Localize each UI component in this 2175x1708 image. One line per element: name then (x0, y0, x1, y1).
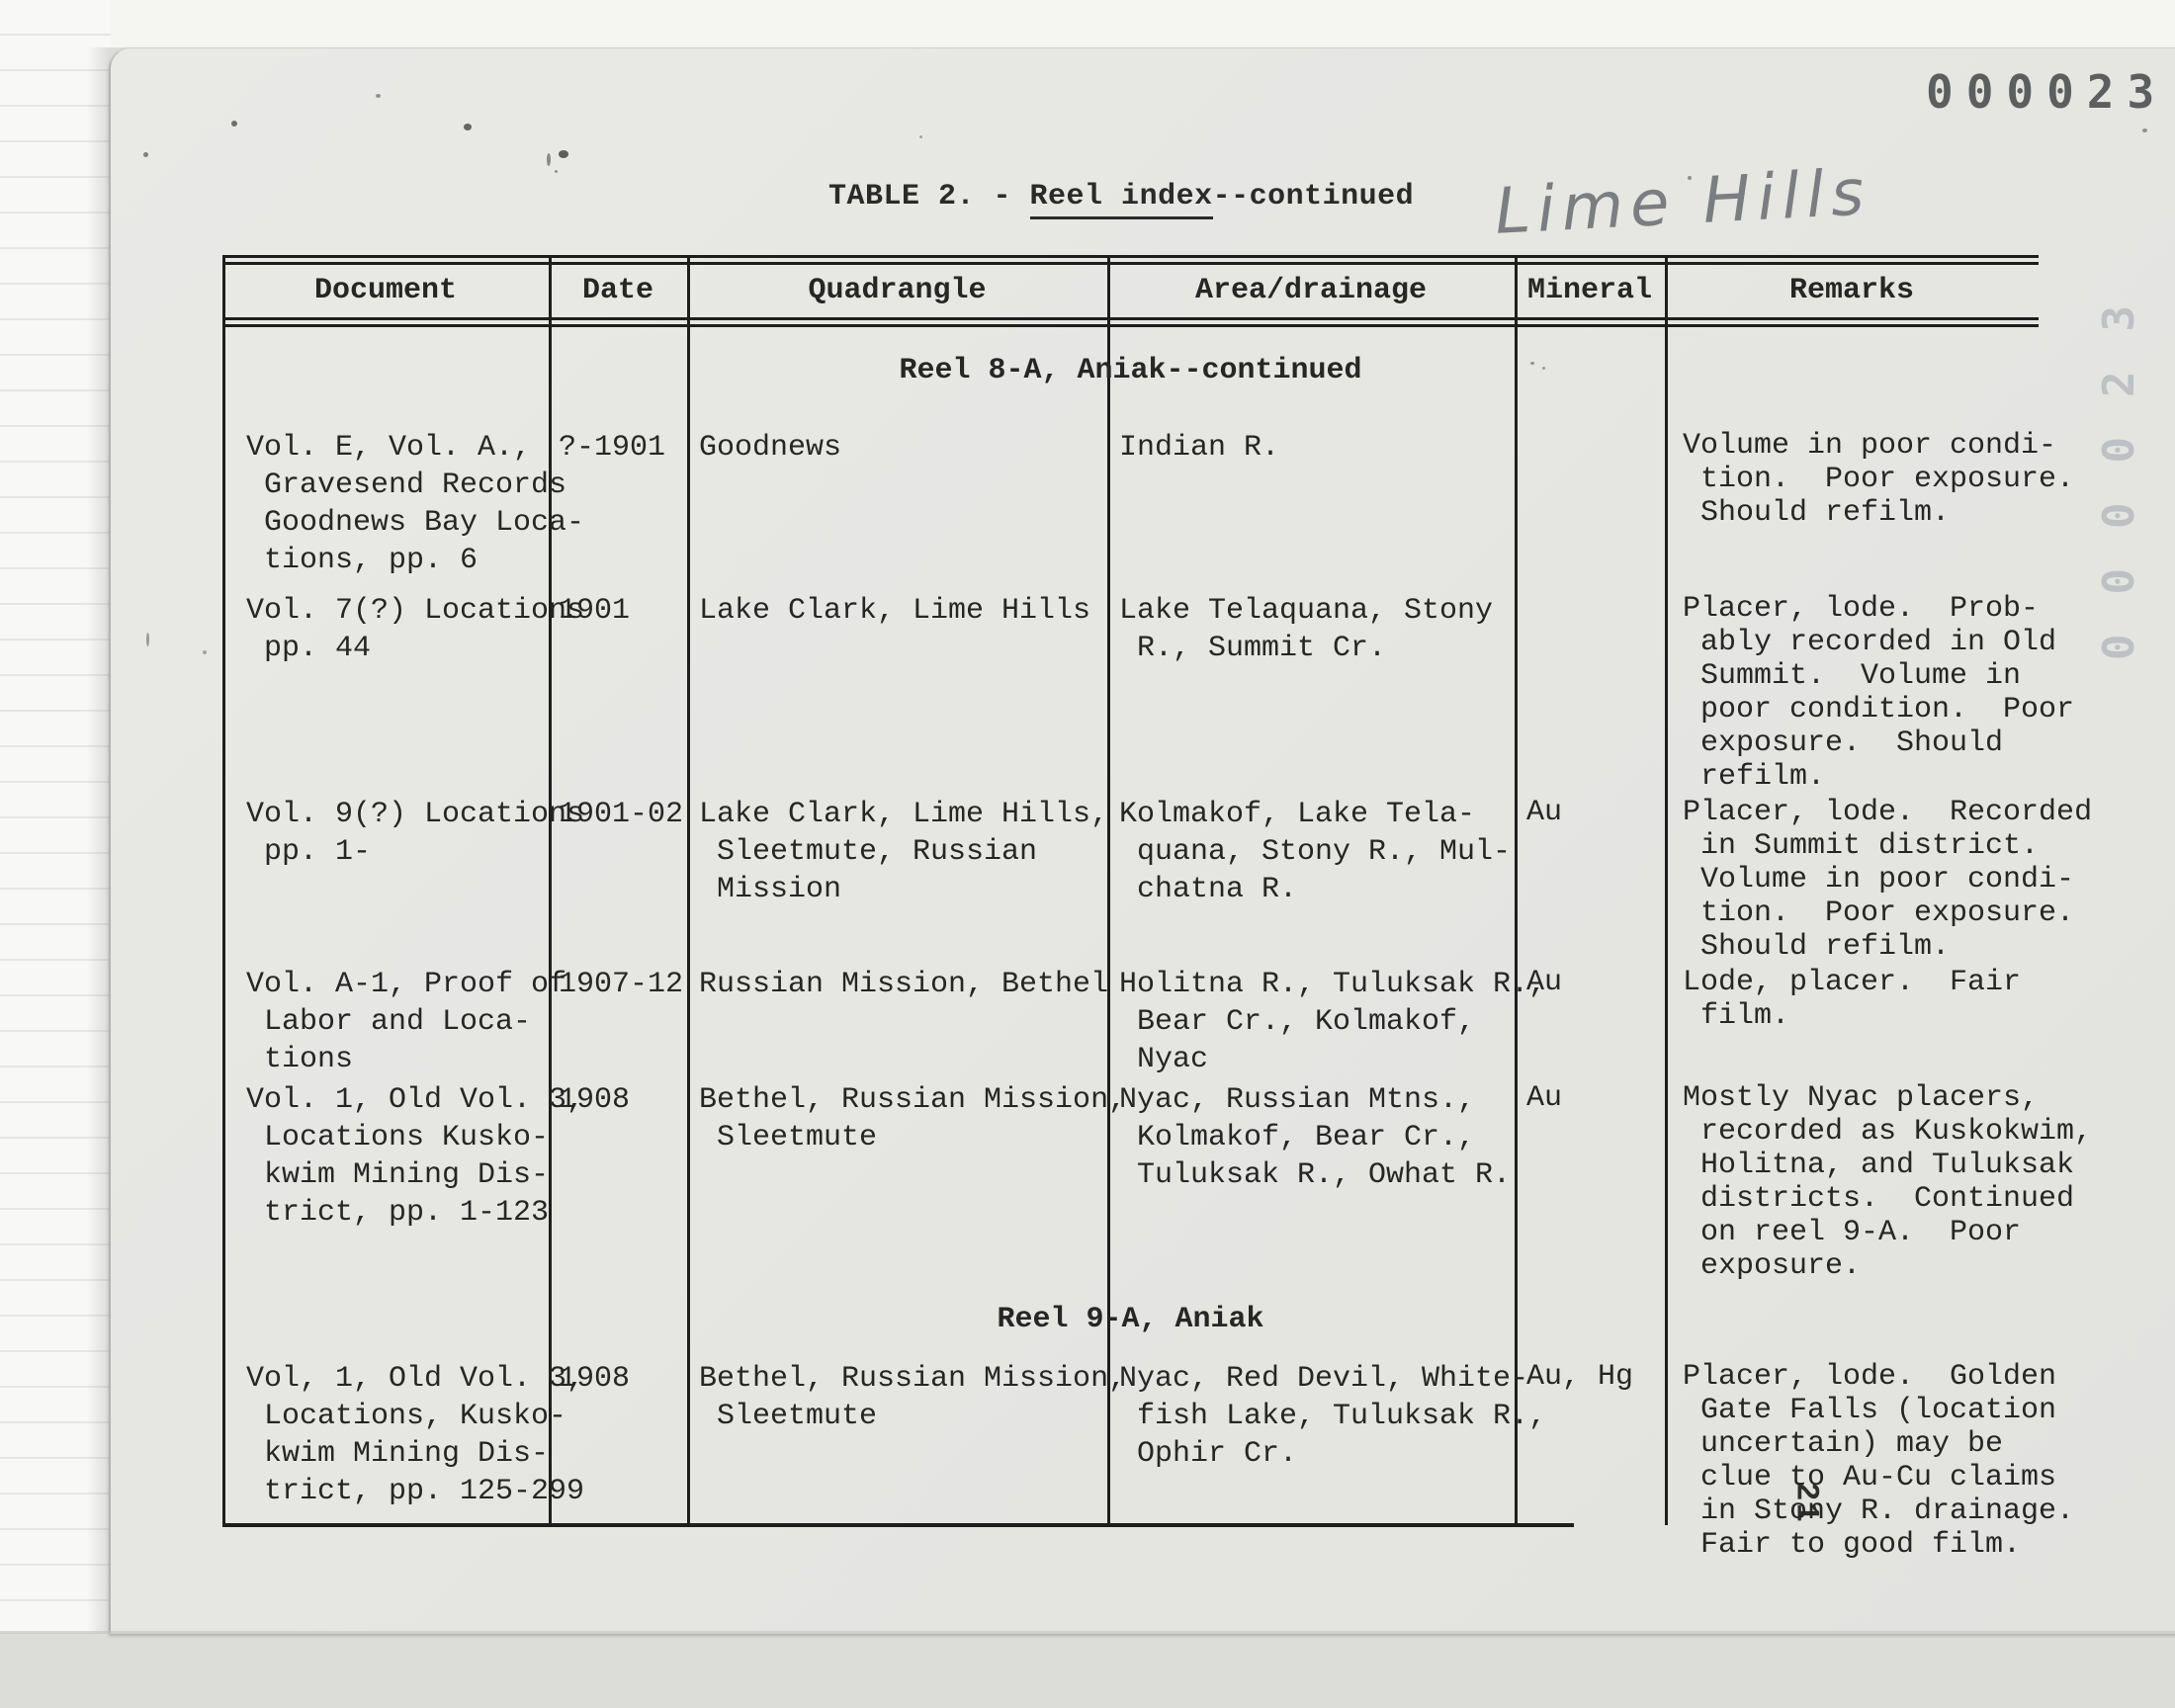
ink-speck (143, 152, 148, 157)
divider-quadrangle-area (1107, 258, 1110, 1525)
cell-date: 1907-12 (559, 968, 684, 1001)
ink-speck (919, 135, 922, 138)
cell-remarks: Placer, lode. Golden Gate Falls (locatio… (1683, 1360, 2075, 1562)
cell-date: 1908 (559, 1083, 631, 1117)
reel-index-table: Reel 8-A, Aniak--continued Vol. E, Vol. A… (222, 328, 2093, 1562)
cell-quadrangle: Lake Clark, Lime Hills (699, 594, 1091, 628)
cell-document: Vol. A-1, Proof of Labor and Loca- tions (246, 968, 567, 1076)
section-header: Reel 9-A, Aniak (997, 1303, 1264, 1336)
ink-speck (1688, 176, 1692, 180)
cell-area: Indian R. (1119, 431, 1280, 465)
cell-quadrangle: Bethel, Russian Mission, Sleetmute (699, 1083, 1127, 1154)
cell-document: Vol. 7(?) Locations pp. 44 (246, 594, 585, 665)
page-bottom-edge (0, 1631, 2175, 1634)
cell-document: Vol. E, Vol. A., Gravesend Records Goodn… (246, 431, 585, 577)
cell-date: 1901 (559, 594, 631, 628)
document-page (109, 47, 2175, 1634)
cell-remarks: Mostly Nyac placers, recorded as Kuskokw… (1683, 1081, 2093, 1283)
cell-mineral (1515, 590, 1665, 794)
table-row: Vol. A-1, Proof of Labor and Loca- tions… (222, 964, 2039, 1079)
table-header-row: Document Date Quadrangle Area/drainage Miner… (222, 265, 2039, 316)
cell-area: Holitna R., Tuluksak R., Bear Cr., Kolma… (1119, 968, 1547, 1076)
section-header: Reel 8-A, Aniak--continued (899, 354, 1362, 387)
ink-speck (231, 121, 237, 127)
ink-speck (547, 153, 551, 166)
page-left-shadow (87, 47, 111, 1633)
cell-remarks: Placer, lode. Prob- ably recorded in Old… (1683, 592, 2075, 794)
cell-document: Vol. 1, Old Vol. 3, Locations Kusko- kwi… (246, 1083, 585, 1230)
ink-speck (2142, 128, 2147, 132)
column-header-remarks: Remarks (1788, 274, 1915, 307)
table-top-rule-2 (222, 262, 2039, 265)
column-header-area-drainage: Area/drainage (1194, 274, 1428, 307)
cell-quadrangle: Bethel, Russian Mission, Sleetmute (699, 1362, 1127, 1433)
table-row: Vol. 1, Old Vol. 3, Locations Kusko- kwi… (222, 1079, 2093, 1283)
table-title-prefix: TABLE 2. - (828, 180, 1030, 214)
cell-mineral: Au, Hg (1526, 1360, 1634, 1394)
cell-mineral: Au (1526, 966, 1563, 999)
ink-speck (559, 150, 568, 158)
cell-remarks: Lode, placer. Fair film. (1683, 966, 2022, 1033)
divider-date-quadrangle (687, 258, 690, 1525)
scanner-bed-left (0, 0, 111, 1633)
table-top-rule-1 (222, 255, 2039, 258)
cell-remarks: Placer, lode. Recorded in Summit distric… (1683, 796, 2093, 964)
table-title-suffix: --continued (1212, 180, 1415, 214)
cell-quadrangle: Lake Clark, Lime Hills, Sleetmute, Russi… (699, 798, 1109, 906)
table-bottom-rule (222, 1523, 1574, 1527)
ink-speck (1530, 362, 1534, 365)
cell-quadrangle: Goodnews (699, 431, 842, 465)
cell-date: 1908 (559, 1362, 631, 1396)
cell-area: Lake Telaquana, Stony R., Summit Cr. (1119, 594, 1494, 665)
ink-speck (203, 650, 207, 654)
cell-remarks: Volume in poor condi- tion. Poor exposur… (1683, 429, 2075, 530)
table-row: Vol. E, Vol. A., Gravesend Records Goodn… (222, 427, 2075, 590)
scanner-bed-top (0, 0, 2175, 47)
table-border-left (222, 258, 225, 1525)
cell-mineral: Au (1526, 796, 1563, 829)
column-header-date: Date (581, 274, 653, 307)
cell-document: Vol, 1, Old Vol. 3, Locations, Kusko- kw… (246, 1362, 585, 1508)
divider-document-date (549, 258, 552, 1525)
cell-area: Kolmakof, Lake Tela- quana, Stony R., Mu… (1119, 798, 1512, 906)
column-header-document: Document (313, 274, 458, 307)
ink-speck (464, 124, 472, 130)
divider-mineral-remarks (1665, 258, 1668, 1525)
ink-speck (376, 94, 381, 98)
cell-mineral: Au (1526, 1081, 1563, 1115)
ink-speck (555, 170, 558, 173)
divider-area-mineral (1515, 258, 1518, 1525)
column-header-quadrangle: Quadrangle (808, 274, 987, 307)
table-row: Vol. 7(?) Locations pp. 44 1901 Lake Clark… (222, 590, 2075, 794)
cell-mineral (1515, 427, 1665, 590)
ink-speck (146, 633, 149, 646)
cell-date: ?-1901 (559, 431, 666, 465)
table-row: Vol, 1, Old Vol. 3, Locations, Kusko- kw… (222, 1358, 2075, 1562)
table-title: TABLE 2. - Reel index--continued (828, 180, 1415, 219)
bleed-through-stamp: 000023 (2094, 266, 2144, 660)
cell-date: 1901-02 (559, 798, 684, 831)
table-row: Vol. 9(?) Locations pp. 1- 1901-02 Lake Cl… (222, 794, 2093, 964)
cell-quadrangle: Russian Mission, Bethel (699, 968, 1109, 1001)
table-title-underlined: Reel index (1029, 180, 1213, 219)
cell-document: Vol. 9(?) Locations pp. 1- (246, 798, 585, 869)
cell-area: Nyac, Russian Mtns., Kolmakof, Bear Cr.,… (1119, 1083, 1512, 1192)
table-header-rule-2 (222, 324, 2039, 327)
serial-number-stamp: 000023 (1926, 65, 2168, 119)
table-header-rule-1 (222, 317, 2039, 320)
ink-speck (1542, 367, 1545, 370)
column-header-mineral: Mineral (1526, 274, 1653, 307)
cell-area: Nyac, Red Devil, White- fish Lake, Tuluk… (1119, 1362, 1547, 1471)
